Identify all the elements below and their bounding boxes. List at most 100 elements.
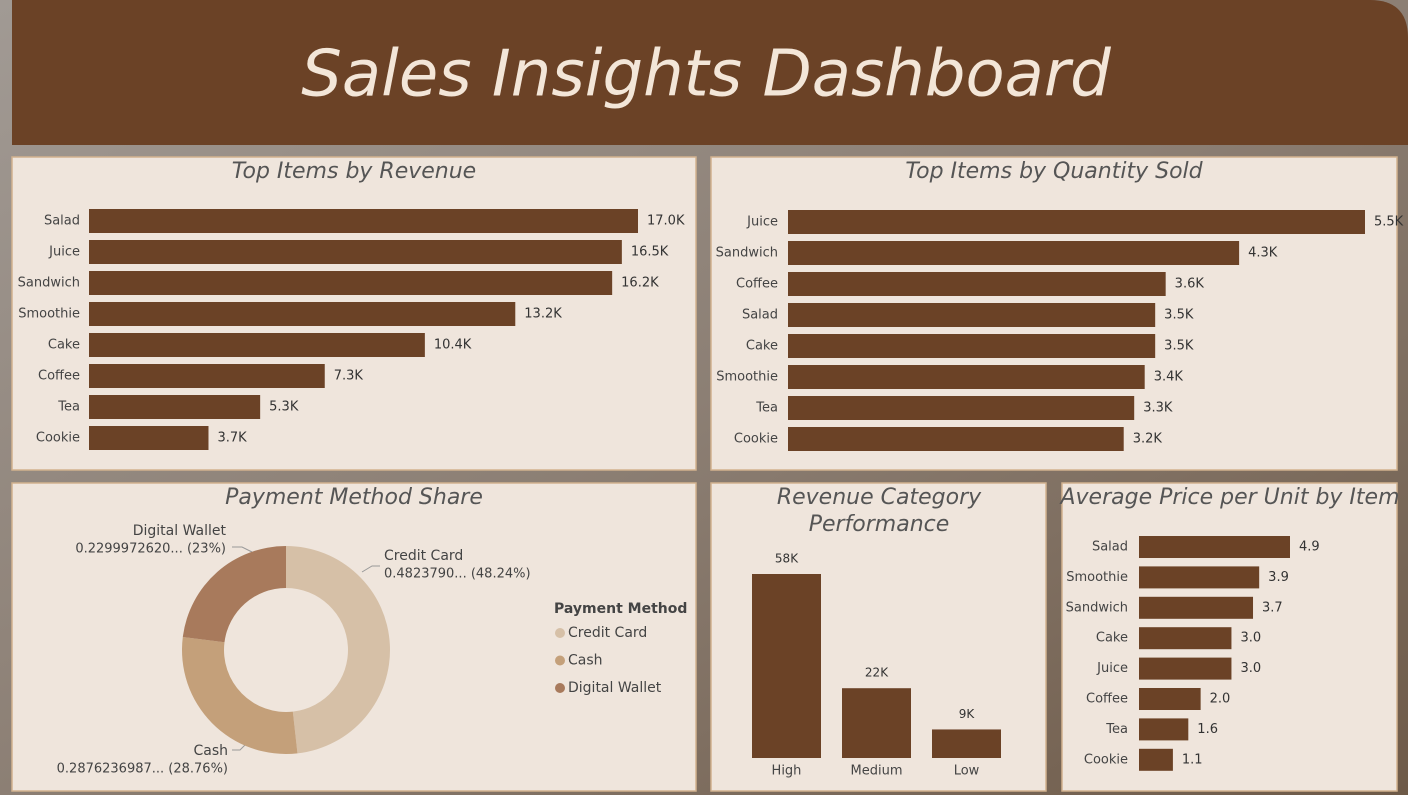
category-label: Cookie — [1084, 752, 1128, 767]
value-label: 3.7K — [217, 431, 247, 446]
legend-marker — [555, 628, 565, 638]
slice-label: Cash — [193, 743, 228, 759]
bar — [932, 729, 1001, 758]
bar — [89, 426, 209, 450]
bar — [89, 333, 425, 357]
category-label: Cookie — [36, 431, 80, 446]
category-label: Tea — [1105, 722, 1128, 737]
bar — [788, 272, 1166, 296]
category-label: Sandwich — [1066, 600, 1128, 615]
donut-slice — [182, 546, 286, 643]
panel-title: Payment Method Share — [225, 485, 483, 510]
category-label: Tea — [755, 401, 778, 416]
value-label: 3.5K — [1164, 308, 1194, 323]
bar — [89, 209, 638, 233]
value-label: 3.3K — [1143, 401, 1173, 416]
category-label: Coffee — [1086, 692, 1128, 707]
category-label: Sandwich — [716, 246, 778, 261]
bar — [788, 427, 1124, 451]
category-label: Smoothie — [18, 307, 80, 322]
value-label: 5.5K — [1374, 215, 1404, 230]
value-label: 3.6K — [1175, 277, 1205, 292]
value-label: 16.2K — [621, 276, 659, 291]
bar — [788, 210, 1365, 234]
panel-title: Revenue Category Performance — [777, 485, 982, 537]
bar — [788, 365, 1145, 389]
category-label: Juice — [48, 245, 80, 260]
legend-marker — [555, 683, 565, 693]
bar — [1139, 596, 1254, 619]
legend-title: Payment Method — [554, 601, 687, 617]
bar — [752, 574, 821, 758]
bar — [1139, 627, 1232, 650]
bar — [788, 241, 1240, 265]
value-label: 22K — [865, 666, 889, 680]
slice-value-label: 0.2299972620... (23%) — [75, 542, 226, 557]
value-label: 3.5K — [1164, 339, 1194, 354]
header — [12, 0, 1408, 145]
category-label: Tea — [57, 400, 80, 415]
slice-value-label: 0.2876236987... (28.76%) — [57, 762, 228, 777]
bar — [1139, 718, 1189, 741]
value-label: 13.2K — [524, 307, 562, 322]
bar — [1139, 688, 1201, 710]
category-label: Low — [954, 764, 980, 779]
bar — [89, 271, 613, 295]
value-label: 3.9 — [1268, 570, 1289, 585]
bar — [89, 302, 516, 326]
value-label: 1.6 — [1197, 722, 1218, 737]
value-label: 5.3K — [269, 400, 299, 415]
slice-value-label: 0.4823790... (48.24%) — [384, 567, 531, 582]
dashboard-title: Sales Insights Dashboard — [301, 38, 1111, 112]
value-label: 4.9 — [1299, 540, 1320, 555]
bar — [842, 688, 911, 758]
category-label: Salad — [44, 214, 80, 229]
category-label: Salad — [1092, 540, 1128, 555]
value-label: 3.0 — [1240, 661, 1261, 676]
category-label: Smoothie — [1066, 570, 1128, 585]
legend-marker — [555, 655, 565, 666]
donut-slice — [181, 636, 298, 754]
category-label: Medium — [851, 764, 903, 779]
bar — [89, 240, 622, 264]
value-label: 17.0K — [647, 214, 685, 229]
category-label: Salad — [742, 308, 778, 323]
panel-title: Top Items by Quantity Sold — [905, 159, 1203, 184]
value-label: 3.7 — [1262, 600, 1283, 615]
value-label: 16.5K — [631, 245, 669, 260]
value-label: 3.2K — [1133, 432, 1163, 447]
bar — [788, 334, 1156, 358]
bar — [89, 395, 261, 419]
legend-label: Digital Wallet — [568, 680, 662, 696]
value-label: 58K — [775, 552, 799, 566]
category-label: Cake — [1096, 631, 1128, 646]
bar — [1139, 748, 1173, 771]
slice-label: Credit Card — [384, 548, 463, 564]
value-label: 9K — [959, 707, 976, 721]
category-label: Coffee — [38, 369, 80, 384]
category-label: Juice — [1096, 661, 1128, 676]
legend-label: Cash — [568, 653, 603, 669]
bar — [1139, 566, 1260, 589]
panel-title: Average Price per Unit by Item — [1058, 485, 1399, 510]
category-label: Cake — [48, 338, 80, 353]
category-label: Cookie — [734, 432, 778, 447]
value-label: 4.3K — [1248, 246, 1278, 261]
bar — [89, 364, 325, 388]
value-label: 7.3K — [334, 369, 364, 384]
category-label: Coffee — [736, 277, 778, 292]
value-label: 3.4K — [1154, 370, 1184, 385]
bar — [1139, 536, 1290, 558]
value-label: 3.0 — [1240, 631, 1261, 646]
bar — [788, 303, 1156, 327]
value-label: 2.0 — [1210, 692, 1231, 707]
slice-label: Digital Wallet — [133, 523, 227, 539]
panel-title: Top Items by Revenue — [232, 159, 476, 184]
donut-slice — [286, 546, 391, 754]
category-label: Smoothie — [716, 370, 778, 385]
bar — [1139, 657, 1232, 680]
legend-label: Credit Card — [568, 625, 647, 641]
value-label: 10.4K — [434, 338, 472, 353]
value-label: 1.1 — [1182, 752, 1203, 767]
